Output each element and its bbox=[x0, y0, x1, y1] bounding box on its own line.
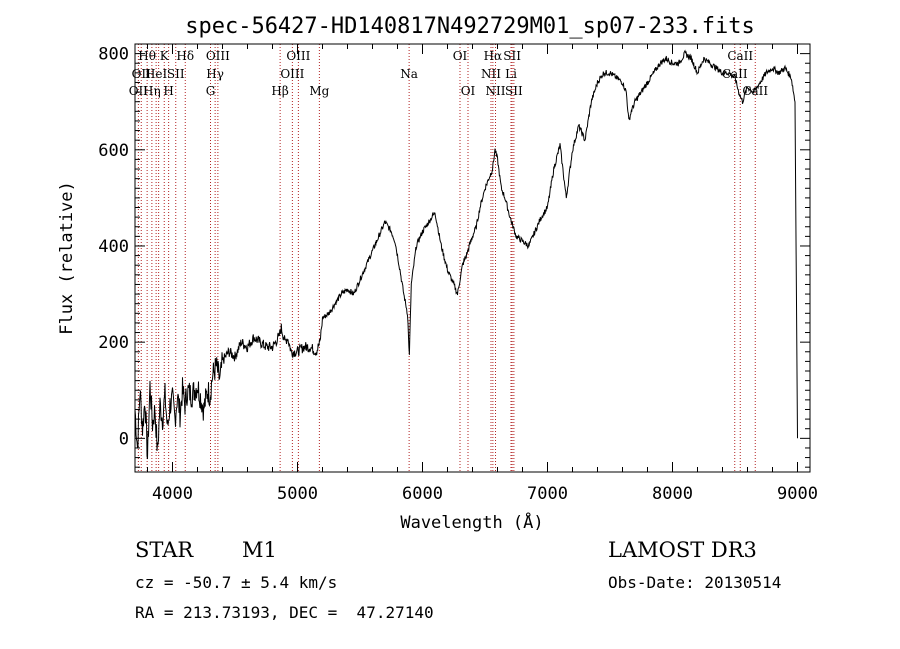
marker-label: Mg bbox=[309, 84, 329, 98]
marker-label: OIII bbox=[286, 49, 310, 63]
spectrum-chart: spec-56427-HD140817N492729M01_sp07-233.f… bbox=[57, 14, 818, 533]
spectrum-line bbox=[134, 49, 798, 460]
marker-label: Hγ bbox=[206, 67, 224, 81]
object-class: STAR bbox=[135, 538, 194, 562]
x-tick-label: 6000 bbox=[402, 484, 443, 504]
y-axis-label: Flux (relative) bbox=[57, 181, 77, 335]
line-marker-labels: OII OII Hθ Hη HeI K H SII Hδ G Hγ OIII Hβ OIII OIII Mg N… bbox=[129, 49, 769, 98]
axis-tick-labels: 4000 5000 6000 7000 8000 9000 0 200 400 600 800 bbox=[98, 45, 818, 504]
marker-label: OII bbox=[129, 84, 149, 98]
x-tick-label: 5000 bbox=[277, 484, 318, 504]
marker-label: Li bbox=[505, 67, 517, 81]
marker-label: Hη bbox=[143, 84, 161, 98]
marker-label: OI bbox=[461, 84, 476, 98]
marker-label: H bbox=[163, 84, 173, 98]
marker-label: Hδ bbox=[176, 49, 194, 63]
marker-label: OIII bbox=[280, 67, 304, 81]
axis-ticks bbox=[135, 43, 810, 472]
chart-title: spec-56427-HD140817N492729M01_sp07-233.f… bbox=[185, 14, 755, 39]
marker-label: Hα bbox=[484, 49, 503, 63]
x-tick-label: 8000 bbox=[652, 484, 693, 504]
x-tick-label: 7000 bbox=[527, 484, 568, 504]
redshift-velocity: cz = -50.7 ± 5.4 km/s bbox=[135, 573, 338, 592]
marker-label: HeI bbox=[145, 67, 168, 81]
marker-label: CaII bbox=[742, 84, 768, 98]
marker-label: K bbox=[160, 49, 170, 63]
marker-label: NII bbox=[481, 67, 501, 81]
marker-label: NII bbox=[486, 84, 506, 98]
marker-label: SII bbox=[503, 49, 521, 63]
y-tick-label: 200 bbox=[98, 333, 129, 353]
marker-label: SII bbox=[505, 84, 523, 98]
y-tick-label: 800 bbox=[98, 45, 129, 65]
marker-label: OII bbox=[132, 67, 152, 81]
marker-label: CaII bbox=[722, 67, 748, 81]
observation-date: Obs-Date: 20130514 bbox=[608, 573, 782, 592]
x-tick-label: 9000 bbox=[777, 484, 818, 504]
y-tick-label: 600 bbox=[98, 141, 129, 161]
object-subclass: M1 bbox=[242, 538, 277, 562]
marker-label: Hβ bbox=[271, 84, 288, 98]
marker-label: OI bbox=[453, 49, 468, 63]
plot-frame bbox=[134, 43, 811, 473]
x-tick-label: 4000 bbox=[152, 484, 193, 504]
marker-label: SII bbox=[167, 67, 185, 81]
survey-name: LAMOST DR3 bbox=[608, 538, 757, 562]
marker-label: G bbox=[206, 84, 216, 98]
coordinates: RA = 213.73193, DEC = 47.27140 bbox=[135, 603, 434, 622]
line-markers bbox=[137, 44, 756, 472]
marker-label: Hθ bbox=[138, 49, 156, 63]
y-tick-label: 400 bbox=[98, 237, 129, 257]
marker-label: CaII bbox=[727, 49, 753, 63]
marker-label: Na bbox=[400, 67, 418, 81]
y-tick-label: 0 bbox=[119, 429, 129, 449]
x-axis-label: Wavelength (Å) bbox=[400, 511, 543, 533]
marker-label: OIII bbox=[206, 49, 230, 63]
